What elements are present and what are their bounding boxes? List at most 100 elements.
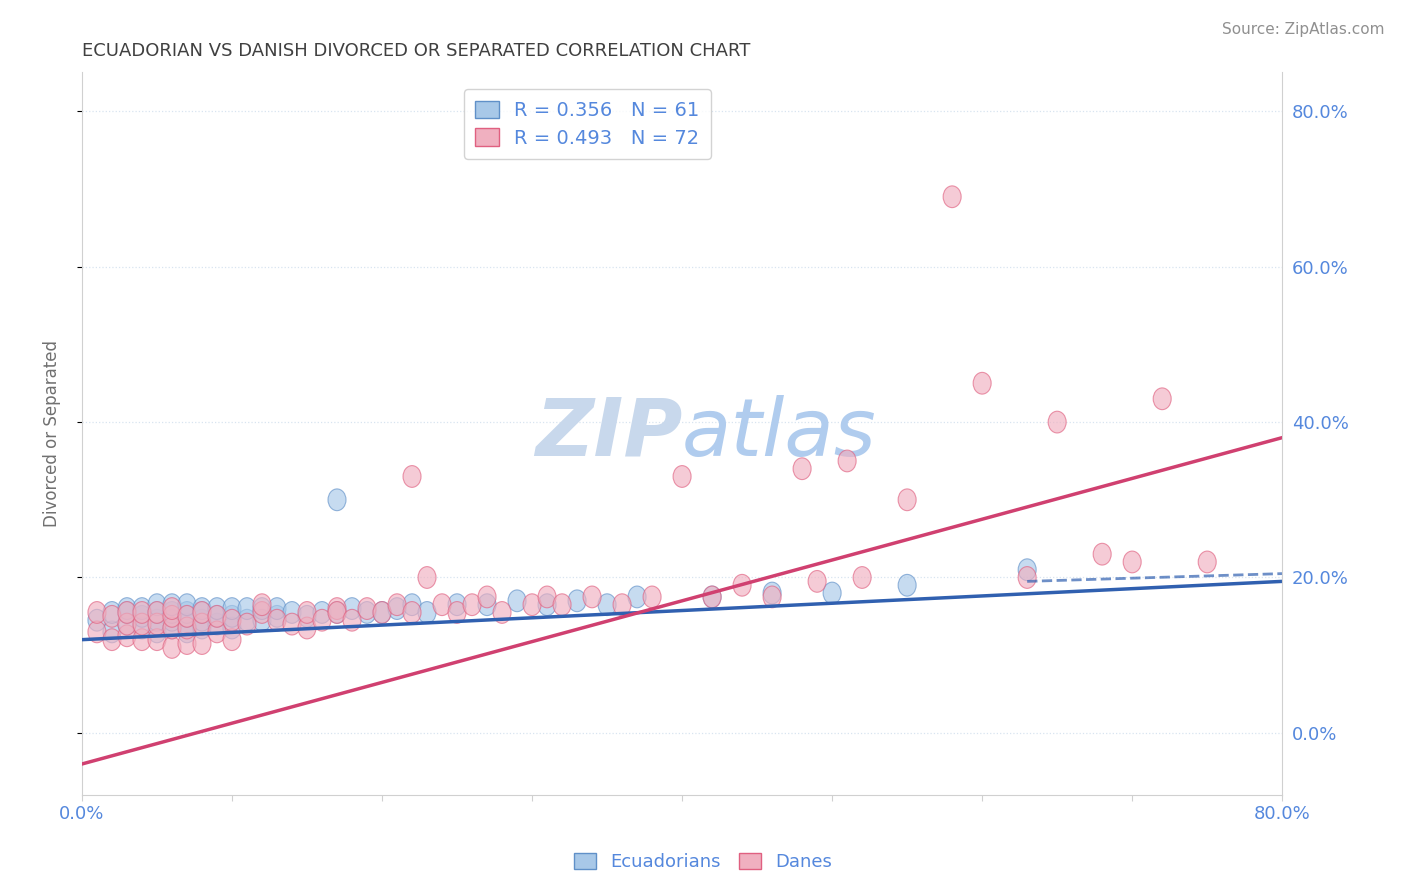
Ellipse shape xyxy=(808,571,827,592)
Ellipse shape xyxy=(328,601,346,624)
Ellipse shape xyxy=(179,617,195,639)
Ellipse shape xyxy=(449,601,465,624)
Ellipse shape xyxy=(118,601,136,624)
Ellipse shape xyxy=(179,594,195,615)
Ellipse shape xyxy=(253,594,271,615)
Ellipse shape xyxy=(134,606,150,627)
Ellipse shape xyxy=(328,598,346,619)
Ellipse shape xyxy=(553,594,571,615)
Ellipse shape xyxy=(193,598,211,619)
Ellipse shape xyxy=(118,598,136,619)
Ellipse shape xyxy=(193,601,211,624)
Ellipse shape xyxy=(163,609,181,632)
Ellipse shape xyxy=(134,613,150,635)
Ellipse shape xyxy=(208,606,226,627)
Legend: Ecuadorians, Danes: Ecuadorians, Danes xyxy=(567,846,839,879)
Ellipse shape xyxy=(118,625,136,647)
Ellipse shape xyxy=(1123,551,1142,573)
Ellipse shape xyxy=(359,598,375,619)
Ellipse shape xyxy=(494,601,510,624)
Ellipse shape xyxy=(208,621,226,643)
Ellipse shape xyxy=(943,186,962,208)
Ellipse shape xyxy=(1018,559,1036,581)
Ellipse shape xyxy=(208,606,226,627)
Ellipse shape xyxy=(853,566,872,589)
Ellipse shape xyxy=(163,598,181,619)
Ellipse shape xyxy=(179,632,195,655)
Ellipse shape xyxy=(118,601,136,624)
Ellipse shape xyxy=(703,586,721,607)
Ellipse shape xyxy=(193,617,211,639)
Ellipse shape xyxy=(148,613,166,635)
Ellipse shape xyxy=(583,586,602,607)
Ellipse shape xyxy=(793,458,811,480)
Ellipse shape xyxy=(269,598,285,619)
Text: atlas: atlas xyxy=(682,395,877,473)
Ellipse shape xyxy=(314,601,330,624)
Ellipse shape xyxy=(89,621,105,643)
Ellipse shape xyxy=(134,601,150,624)
Ellipse shape xyxy=(224,617,240,639)
Ellipse shape xyxy=(179,613,195,635)
Ellipse shape xyxy=(163,601,181,624)
Ellipse shape xyxy=(208,598,226,619)
Ellipse shape xyxy=(163,606,181,627)
Ellipse shape xyxy=(283,613,301,635)
Ellipse shape xyxy=(314,609,330,632)
Ellipse shape xyxy=(118,613,136,635)
Ellipse shape xyxy=(148,601,166,624)
Ellipse shape xyxy=(568,590,586,612)
Ellipse shape xyxy=(373,601,391,624)
Ellipse shape xyxy=(418,566,436,589)
Ellipse shape xyxy=(298,606,316,627)
Ellipse shape xyxy=(343,609,361,632)
Ellipse shape xyxy=(148,629,166,650)
Ellipse shape xyxy=(1018,566,1036,589)
Ellipse shape xyxy=(733,574,751,596)
Ellipse shape xyxy=(328,601,346,624)
Ellipse shape xyxy=(1153,388,1171,409)
Ellipse shape xyxy=(224,609,240,632)
Ellipse shape xyxy=(134,598,150,619)
Ellipse shape xyxy=(163,617,181,639)
Ellipse shape xyxy=(673,466,692,487)
Ellipse shape xyxy=(134,629,150,650)
Ellipse shape xyxy=(253,609,271,632)
Ellipse shape xyxy=(224,598,240,619)
Text: ECUADORIAN VS DANISH DIVORCED OR SEPARATED CORRELATION CHART: ECUADORIAN VS DANISH DIVORCED OR SEPARAT… xyxy=(82,42,751,60)
Ellipse shape xyxy=(238,613,256,635)
Legend: R = 0.356   N = 61, R = 0.493   N = 72: R = 0.356 N = 61, R = 0.493 N = 72 xyxy=(464,89,711,159)
Ellipse shape xyxy=(224,606,240,627)
Ellipse shape xyxy=(404,601,420,624)
Ellipse shape xyxy=(613,594,631,615)
Ellipse shape xyxy=(523,594,541,615)
Ellipse shape xyxy=(373,601,391,624)
Ellipse shape xyxy=(359,601,375,624)
Ellipse shape xyxy=(269,606,285,627)
Ellipse shape xyxy=(269,609,285,632)
Ellipse shape xyxy=(103,606,121,627)
Ellipse shape xyxy=(449,594,465,615)
Ellipse shape xyxy=(148,594,166,615)
Ellipse shape xyxy=(208,613,226,635)
Ellipse shape xyxy=(298,601,316,624)
Ellipse shape xyxy=(193,632,211,655)
Ellipse shape xyxy=(193,601,211,624)
Ellipse shape xyxy=(193,613,211,635)
Ellipse shape xyxy=(253,601,271,624)
Y-axis label: Divorced or Separated: Divorced or Separated xyxy=(44,340,60,527)
Ellipse shape xyxy=(118,613,136,635)
Ellipse shape xyxy=(193,609,211,632)
Text: Source: ZipAtlas.com: Source: ZipAtlas.com xyxy=(1222,22,1385,37)
Ellipse shape xyxy=(823,582,841,604)
Ellipse shape xyxy=(89,601,105,624)
Ellipse shape xyxy=(89,609,105,632)
Ellipse shape xyxy=(898,489,917,511)
Ellipse shape xyxy=(148,609,166,632)
Ellipse shape xyxy=(179,601,195,624)
Ellipse shape xyxy=(1047,411,1066,433)
Ellipse shape xyxy=(508,590,526,612)
Ellipse shape xyxy=(1198,551,1216,573)
Ellipse shape xyxy=(404,594,420,615)
Ellipse shape xyxy=(134,617,150,639)
